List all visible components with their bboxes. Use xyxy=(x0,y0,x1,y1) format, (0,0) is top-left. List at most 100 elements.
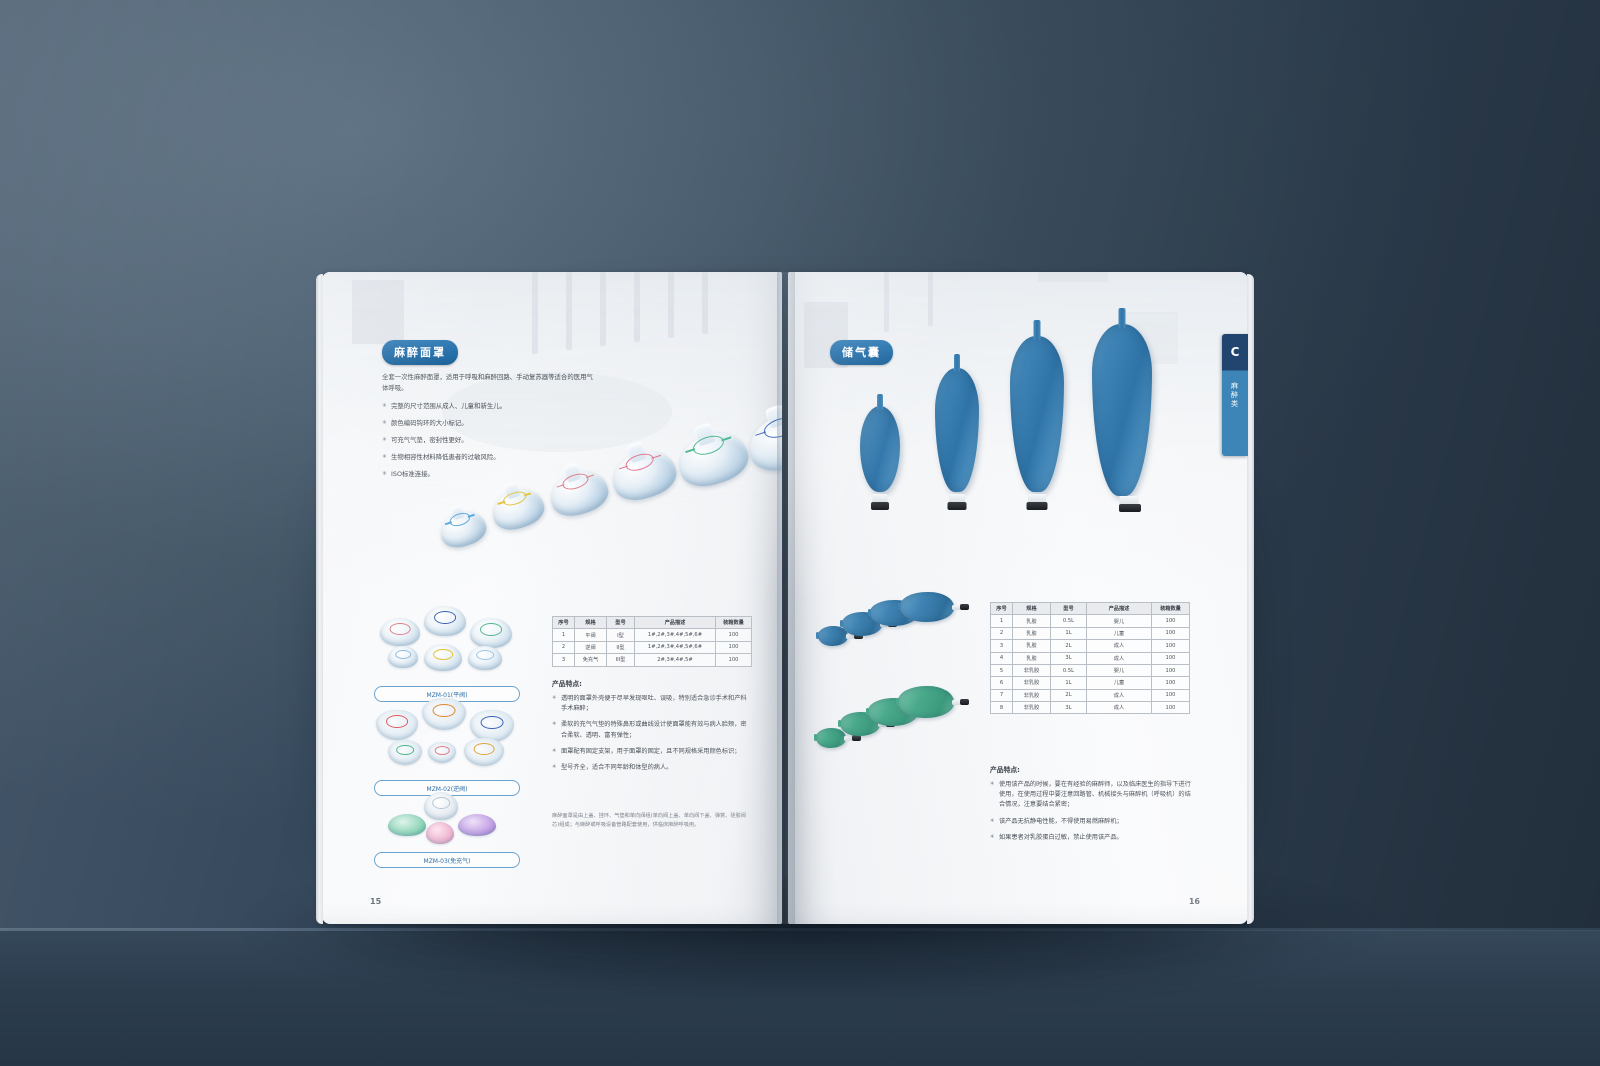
list-item: 透明的面罩外壳便于尽早发现呕吐、误吸，特别适合急诊手术和产科手术麻醉； xyxy=(552,694,752,714)
page-number-left: 15 xyxy=(370,897,382,906)
list-item: 该产品无抗静电性能，不得使用易燃麻醉机； xyxy=(990,817,1192,827)
cell: 3L xyxy=(1050,651,1087,665)
cell: 1#,2#,3#,4#,5#,6# xyxy=(634,640,716,655)
table-header-row: 序号 规格 型号 产品描述 装箱数量 xyxy=(990,601,1190,616)
list-item: 可充气气垫，密封性更好。 xyxy=(382,436,607,446)
col-header: 产品描述 xyxy=(1086,601,1152,616)
cell: 100 xyxy=(1151,676,1190,690)
cell: 100 xyxy=(1151,639,1190,653)
section-badge-anesthesia-mask: 麻醉面罩 xyxy=(382,340,458,365)
cell: 婴儿 xyxy=(1086,663,1152,678)
cell: 免充气 xyxy=(574,653,607,667)
cell: 成人 xyxy=(1086,651,1152,665)
cell: 非乳胶 xyxy=(1012,700,1051,715)
cell: 5 xyxy=(990,663,1013,678)
cell: 成人 xyxy=(1086,639,1152,653)
right-page-content: C 麻 醉 类 储气囊 xyxy=(788,272,1248,924)
small-reservoir-bag-groups xyxy=(808,592,1008,842)
col-header: 产品描述 xyxy=(634,615,716,630)
book-spine xyxy=(777,272,795,924)
table-row: 8 非乳胶 3L 成人 100 xyxy=(990,700,1190,715)
col-header: 序号 xyxy=(990,601,1013,616)
list-item: 面罩配有固定支架，用于面罩的固定，且不同规格采用颜色标识； xyxy=(552,747,752,757)
side-index-tab-anesthesia[interactable]: C 麻 醉 类 xyxy=(1222,334,1248,456)
col-header: 型号 xyxy=(606,615,635,630)
col-header: 规格 xyxy=(574,615,607,630)
open-catalog-book: 麻醉面罩 全套一次性麻醉面罩，适用于呼吸和麻醉回路、手动复苏器等适合的医用气体呼… xyxy=(304,272,1266,942)
cell: 100 xyxy=(1151,688,1190,703)
list-item: 使用该产品的时候，要在有经验的麻醉师，以及临床医生的指导下进行使用，在使用过程中… xyxy=(990,780,1192,811)
left-spec-table: 序号 规格 型号 产品描述 装箱数量 1 平阀 I型 1#,2#,3#,4#,5 xyxy=(552,615,752,667)
page-edge-left xyxy=(316,274,323,924)
cell: 100 xyxy=(1151,626,1190,641)
cell: 平阀 xyxy=(574,628,607,642)
cell: 成人 xyxy=(1086,688,1152,703)
mask-photo xyxy=(544,461,614,522)
product-thumb-group-mzm02: MZM-02(逆阀) xyxy=(374,696,520,796)
cell: 1L xyxy=(1050,676,1087,690)
mask-photo xyxy=(487,480,549,536)
table-row: 2 乳胶 1L 儿童 100 xyxy=(990,626,1190,641)
list-item: 完整的尺寸范围从成人、儿童和新生儿。 xyxy=(382,402,607,412)
cell: 8 xyxy=(990,700,1013,715)
cell: 2 xyxy=(552,640,575,655)
table-row: 2 逆阀 II型 1#,2#,3#,4#,5#,6# 100 xyxy=(552,640,752,655)
table-row: 5 非乳胶 0.5L 婴儿 100 xyxy=(990,663,1190,678)
cell: 乳胶 xyxy=(1012,626,1051,641)
thumb-caption: MZM-03(免充气) xyxy=(374,852,520,868)
cell: 乳胶 xyxy=(1012,639,1051,653)
side-tab-char: 麻 xyxy=(1231,382,1239,390)
table-header-row: 序号 规格 型号 产品描述 装箱数量 xyxy=(552,615,752,630)
list-item: 颜色编码钩环的大小标记。 xyxy=(382,419,607,429)
table-row: 4 乳胶 3L 成人 100 xyxy=(990,651,1190,665)
cell: 1L xyxy=(1050,626,1087,641)
cell: 1 xyxy=(552,628,575,642)
mask-photo xyxy=(671,421,755,494)
anesthesia-mask-photo-row xyxy=(435,403,782,553)
cell: 成人 xyxy=(1086,700,1152,715)
left-bullet-list: 完整的尺寸范围从成人、儿童和新生儿。 颜色编码钩环的大小标记。 可充气气垫，密封… xyxy=(382,402,607,487)
cell: III型 xyxy=(606,653,635,667)
cell: 100 xyxy=(1151,663,1190,678)
cell: 儿童 xyxy=(1086,676,1152,690)
side-tab-char: 醉 xyxy=(1231,390,1239,399)
right-page: C 麻 醉 类 储气囊 xyxy=(788,272,1248,924)
page-number-right: 16 xyxy=(1188,897,1200,906)
table-row: 6 非乳胶 1L 儿童 100 xyxy=(990,676,1190,690)
mask-photo xyxy=(606,440,682,507)
cell: 100 xyxy=(1151,700,1190,715)
col-header: 型号 xyxy=(1050,601,1087,616)
cell: 0.5L xyxy=(1050,614,1087,628)
cell: 6 xyxy=(990,676,1013,690)
right-features-list: 使用该产品的时候，要在有经验的麻醉师，以及临床医生的指导下进行使用，在使用过程中… xyxy=(990,780,1192,849)
cell: 100 xyxy=(1151,651,1190,665)
side-tab-char: 类 xyxy=(1231,399,1239,408)
small-bag-blue xyxy=(816,626,863,646)
table-row: 3 免充气 III型 2#,3#,4#,5# 100 xyxy=(552,653,752,667)
list-item: 型号齐全，适合不同年龄和体型的病人。 xyxy=(552,763,752,773)
cell: 婴儿 xyxy=(1086,614,1152,628)
cell: 2 xyxy=(990,626,1013,641)
small-bag-green xyxy=(814,728,861,748)
cell: 3 xyxy=(552,653,575,667)
mask-photo xyxy=(741,403,782,479)
section-badge-reservoir-bag: 储气囊 xyxy=(830,340,893,365)
col-header: 规格 xyxy=(1012,601,1051,616)
list-item: 柔软的充气气垫的特殊鼻形或曲线设计使面罩能有效与病人脸颊，密合柔软、透明、富有弹… xyxy=(552,720,752,740)
cell: II型 xyxy=(606,640,635,655)
cell: 0.5L xyxy=(1050,663,1087,678)
cell: 2L xyxy=(1050,688,1087,703)
cell: 3 xyxy=(990,639,1013,653)
table-row: 1 乳胶 0.5L 婴儿 100 xyxy=(990,614,1190,628)
col-header: 装箱数量 xyxy=(715,615,752,630)
cell: 非乳胶 xyxy=(1012,676,1051,690)
cell: 逆阀 xyxy=(574,640,607,655)
side-tab-letter: C xyxy=(1230,345,1240,359)
table-row: 3 乳胶 2L 成人 100 xyxy=(990,639,1190,653)
list-item: 如果患者对乳胶蛋白过敏，禁止使用该产品。 xyxy=(990,833,1192,843)
cell: 非乳胶 xyxy=(1012,663,1051,678)
cell: 1#,2#,3#,4#,5#,6# xyxy=(634,628,716,642)
left-page-content: 麻醉面罩 全套一次性麻醉面罩，适用于呼吸和麻醉回路、手动复苏器等适合的医用气体呼… xyxy=(322,272,782,924)
table-row: 7 非乳胶 2L 成人 100 xyxy=(990,688,1190,703)
